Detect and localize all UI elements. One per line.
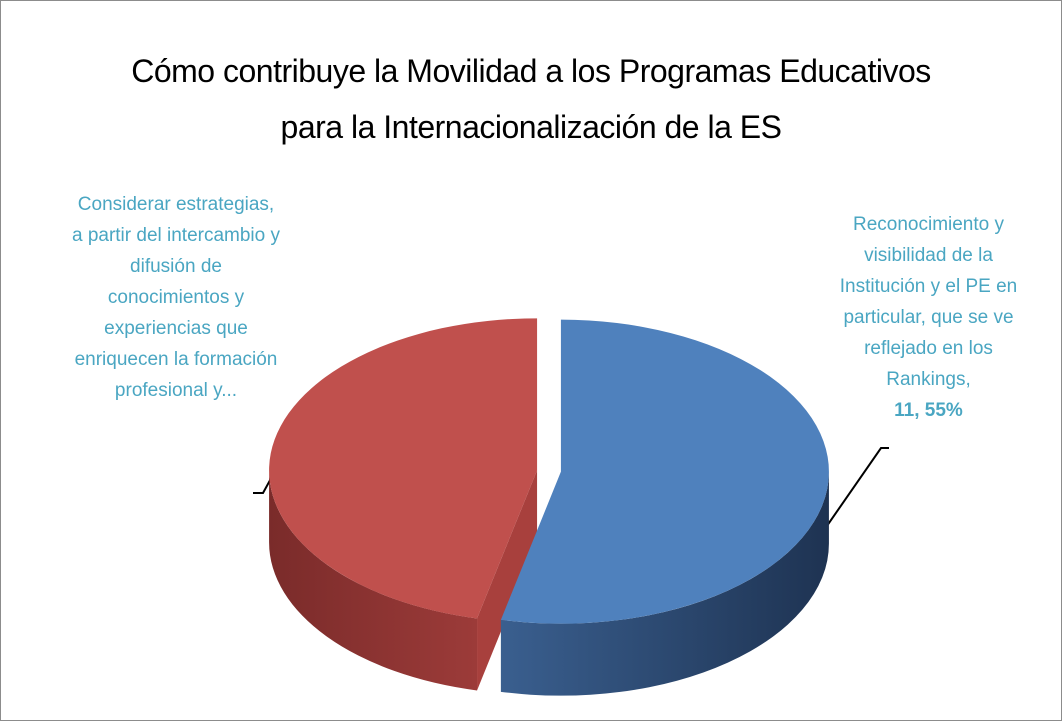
slice-label: Reconocimiento y visibilidad de la Insti… — [821, 209, 1036, 426]
slice-side — [500, 471, 829, 696]
leader-line — [812, 447, 889, 547]
slice — [500, 319, 829, 696]
category-label: Considerar estrategias, a partir del int… — [71, 194, 281, 401]
slice-face — [477, 470, 538, 691]
slice-top — [500, 319, 829, 624]
slice — [269, 318, 538, 691]
slice-label: Considerar estrategias, a partir del int… — [71, 189, 281, 406]
slice-top — [269, 318, 538, 619]
chart-title: Cómo contribuye la Movilidad a los Progr… — [131, 53, 931, 145]
slice-side — [269, 470, 478, 691]
category-label: Reconocimiento y visibilidad de la Insti… — [839, 214, 1018, 390]
value-label: 11, 55% — [894, 400, 963, 421]
